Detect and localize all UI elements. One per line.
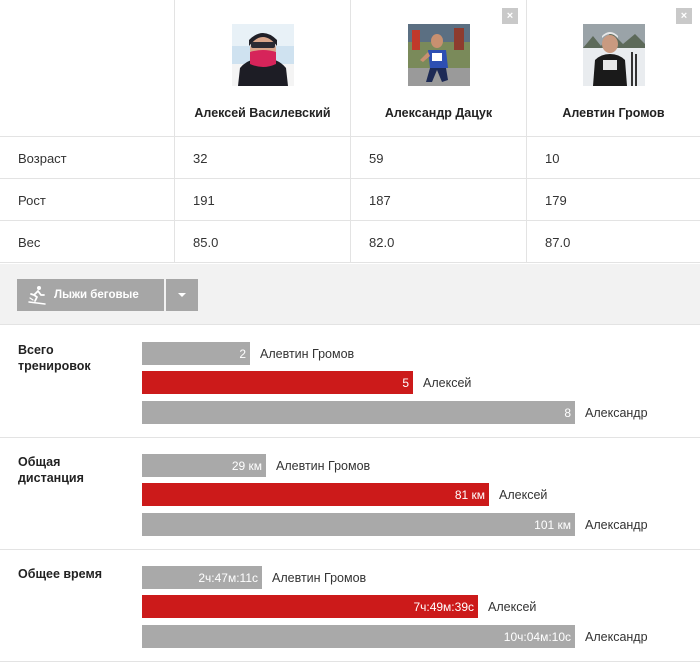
athlete-name[interactable]: Александр Дацук <box>384 106 493 120</box>
comparison-bar[interactable]: 7ч:49м:39с Алексей <box>142 595 536 618</box>
chevron-down-icon <box>178 293 186 297</box>
athlete-photo-icon <box>582 24 645 86</box>
bar-athlete-name: Алексей <box>499 488 548 502</box>
sport-selector-bar: Лыжи беговые <box>0 264 700 325</box>
bar-value: 29 км <box>231 459 262 473</box>
bar-value: 8 <box>564 406 571 420</box>
avatar[interactable] <box>231 24 294 86</box>
bar-value: 2 <box>239 347 246 361</box>
stat-value: 191 <box>193 193 215 208</box>
comparison-bar[interactable]: 81 км Алексей <box>142 483 547 506</box>
bar-athlete-name: Алексей <box>488 600 537 614</box>
stat-label: Вес <box>18 235 41 250</box>
bar-athlete-name: Алексей <box>423 376 472 390</box>
bar-athlete-name: Алевтин Громов <box>260 347 355 361</box>
bar-value: 10ч:04м:10с <box>503 630 571 644</box>
bar-value: 7ч:49м:39с <box>413 600 474 614</box>
stat-row-height: Рост 191 187 179 <box>0 179 700 221</box>
comparison-bar[interactable]: 101 км Александр <box>142 513 648 536</box>
comparison-bar[interactable]: 10ч:04м:10с Александр <box>142 625 648 648</box>
bar-athlete-name: Алевтин Громов <box>276 459 371 473</box>
athlete-column-1: Алексей Василевский <box>174 0 350 137</box>
comparison-bar[interactable]: 2 Алевтин Громов <box>142 342 354 365</box>
stat-value: 59 <box>369 151 384 166</box>
athletes-header: Алексей Василевский Александр Дацук × <box>0 0 700 137</box>
comparison-total-time: Общее время 2ч:47м:11с Алевтин Громов 7ч:… <box>0 550 700 662</box>
comparison-title: Общая дистанция <box>18 455 84 485</box>
avatar[interactable] <box>582 24 645 86</box>
bar-value: 101 км <box>534 518 571 532</box>
athlete-name[interactable]: Алексей Василевский <box>194 106 331 120</box>
remove-athlete-button[interactable]: × <box>676 8 692 24</box>
stat-value: 82.0 <box>369 235 395 250</box>
bar-value: 2ч:47м:11с <box>198 571 258 585</box>
comparison-bar[interactable]: 8 Александр <box>142 401 648 424</box>
athlete-column-2: Александр Дацук × <box>350 0 526 137</box>
comparison-bar[interactable]: 5 Алексей <box>142 371 471 394</box>
bar-athlete-name: Алевтин Громов <box>272 571 367 585</box>
stat-row-weight: Вес 85.0 82.0 87.0 <box>0 221 700 263</box>
skier-icon <box>28 286 46 305</box>
athlete-column-3: Алевтин Громов × <box>526 0 700 137</box>
avatar[interactable] <box>407 24 470 86</box>
sport-select-label: Лыжи беговые <box>54 289 139 301</box>
stat-label: Возраст <box>18 151 67 166</box>
remove-athlete-button[interactable]: × <box>502 8 518 24</box>
stat-value: 10 <box>545 151 560 166</box>
comparison-title: Всего тренировок <box>18 343 91 373</box>
athlete-photo-icon <box>407 24 470 86</box>
comparison-bar[interactable]: 29 км Алевтин Громов <box>142 454 370 477</box>
athlete-name[interactable]: Алевтин Громов <box>562 106 665 120</box>
stat-value: 179 <box>545 193 567 208</box>
comparison-bar[interactable]: 2ч:47м:11с Алевтин Громов <box>142 566 366 589</box>
sport-select-button[interactable]: Лыжи беговые <box>17 279 164 311</box>
comparison-total-distance: Общая дистанция 29 км Алевтин Громов 81 к… <box>0 438 700 550</box>
bar-value: 81 км <box>454 488 485 502</box>
stat-row-age: Возраст 32 59 10 <box>0 137 700 179</box>
stat-value: 85.0 <box>193 235 219 250</box>
athlete-photo-icon <box>231 24 294 86</box>
bar-athlete-name: Александр <box>585 406 648 420</box>
stat-value: 87.0 <box>545 235 571 250</box>
bar-athlete-name: Александр <box>585 518 648 532</box>
comparison-title: Общее время <box>18 567 103 581</box>
stat-value: 187 <box>369 193 391 208</box>
comparison-total-workouts: Всего тренировок 2 Алевтин Громов 5 Алексе… <box>0 326 700 438</box>
stat-value: 32 <box>193 151 208 166</box>
bar-value: 5 <box>402 376 409 390</box>
sport-dropdown-toggle[interactable] <box>166 279 198 311</box>
bar-athlete-name: Александр <box>585 630 648 644</box>
stat-label: Рост <box>18 193 46 208</box>
